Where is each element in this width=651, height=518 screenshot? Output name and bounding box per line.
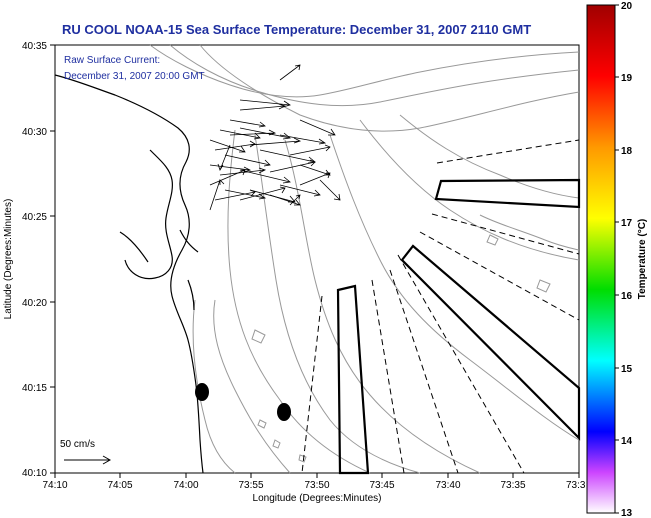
x-tick-label: 73:55 xyxy=(238,480,263,491)
sampling-boxes xyxy=(336,178,581,475)
sampling-box xyxy=(336,284,370,475)
map-title: RU COOL NOAA-15 Sea Surface Temperature:… xyxy=(62,22,531,37)
map-panel: Raw Surface Current: December 31, 2007 2… xyxy=(54,44,581,475)
current-note-line2: December 31, 2007 20:00 GMT xyxy=(64,71,205,82)
x-tick-labels: 74:10 74:05 74:00 73:55 73:50 73:45 73:4… xyxy=(42,480,585,491)
x-tick-label: 74:00 xyxy=(173,480,198,491)
bathymetry-contours xyxy=(149,44,580,474)
y-tick-label: 40:35 xyxy=(22,41,47,52)
colorbar-tick: 16 xyxy=(621,291,633,302)
x-tick-label: 74:05 xyxy=(107,480,132,491)
colorbar-tick: 18 xyxy=(621,146,633,157)
survey-lines xyxy=(301,139,580,474)
current-note-line1: Raw Surface Current: xyxy=(64,55,160,66)
colorbar-tick: 15 xyxy=(621,364,633,375)
x-tick-label: 73:45 xyxy=(369,480,394,491)
y-tick-label: 40:20 xyxy=(22,298,47,309)
scale-label: 50 cm/s xyxy=(60,439,95,450)
scale-arrow xyxy=(64,455,112,465)
colorbar-label: Temperature (°C) xyxy=(637,219,648,300)
y-tick-label: 40:10 xyxy=(22,468,47,479)
colorbar-tick: 14 xyxy=(621,436,633,447)
y-tick-label: 40:15 xyxy=(22,383,47,394)
temperature-colorbar: 20 19 18 17 16 15 14 13 Temperature (°C) xyxy=(586,1,648,518)
x-tick-label: 74:10 xyxy=(42,480,67,491)
y-tick-label: 40:30 xyxy=(22,127,47,138)
y-tick-label: 40:25 xyxy=(22,212,47,223)
colorbar-tick: 17 xyxy=(621,218,633,229)
sampling-box xyxy=(400,244,581,441)
buoy-marker xyxy=(277,403,291,421)
axis-ticks xyxy=(50,44,580,478)
x-tick-label: 73:40 xyxy=(435,480,460,491)
surface-current-vectors xyxy=(209,64,341,211)
sampling-box xyxy=(434,178,581,209)
y-axis-label: Latitude (Degrees:Minutes) xyxy=(3,199,14,320)
y-tick-labels: 40:35 40:30 40:25 40:20 40:15 40:10 xyxy=(22,41,47,479)
x-tick-label: 73:50 xyxy=(304,480,329,491)
buoy-marker xyxy=(195,383,209,401)
x-axis-label: Longitude (Degrees:Minutes) xyxy=(253,493,382,504)
x-tick-label: 73:35 xyxy=(500,480,525,491)
colorbar-gradient xyxy=(586,4,616,514)
x-tick-label: 73:3 xyxy=(566,480,586,491)
colorbar-tick: 19 xyxy=(621,73,633,84)
colorbar-tick: 20 xyxy=(621,1,633,12)
colorbar-tick: 13 xyxy=(621,508,633,518)
map-frame xyxy=(54,44,580,474)
